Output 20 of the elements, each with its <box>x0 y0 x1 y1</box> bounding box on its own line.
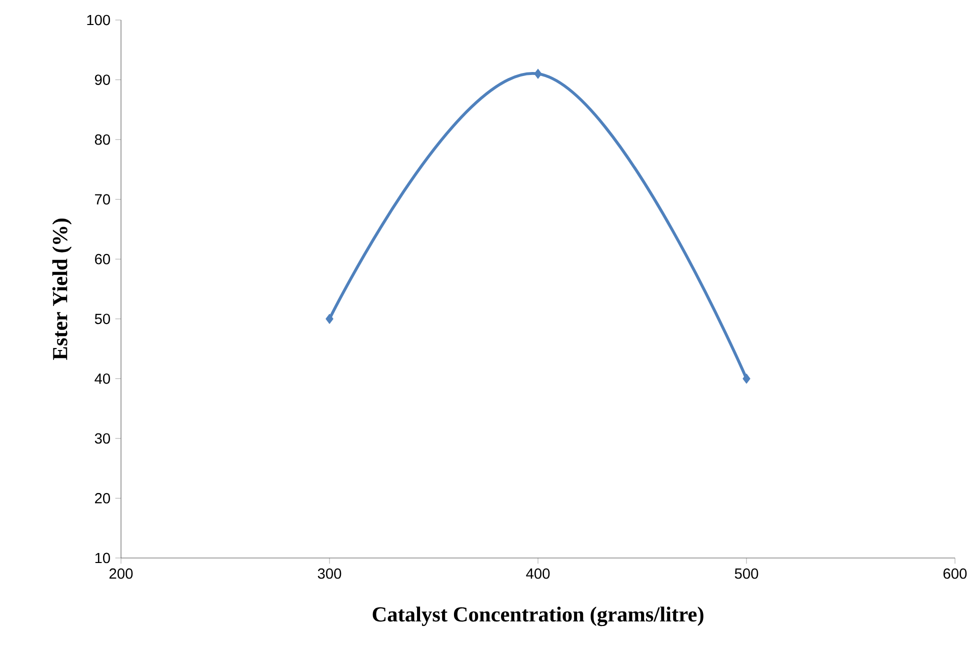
y-tick-label: 100 <box>87 14 110 26</box>
x-tick-label: 600 <box>944 568 967 579</box>
y-tick-label: 10 <box>95 552 110 564</box>
x-tick-label: 500 <box>734 568 758 579</box>
y-tick-label: 80 <box>94 134 110 145</box>
y-tick-label: 90 <box>94 74 110 85</box>
x-axis-title: Catalyst Concentration (grams/litre) <box>372 606 704 626</box>
point <box>534 68 542 79</box>
y-tick-label: 50 <box>94 314 110 324</box>
y-axis-title: Ester Yield (%) <box>52 218 72 360</box>
y-tick-label: 20 <box>95 493 110 504</box>
y-tick-label: 40 <box>94 373 110 384</box>
y-tick-label: 70 <box>95 194 110 205</box>
x-tick-label: 200 <box>110 568 133 579</box>
y-tick-label: 30 <box>94 433 110 444</box>
point <box>326 314 334 324</box>
x-tick-label: 400 <box>526 568 550 579</box>
x-tick-label: 300 <box>318 568 342 579</box>
point <box>742 374 750 384</box>
y-tick-label: 60 <box>95 254 110 264</box>
